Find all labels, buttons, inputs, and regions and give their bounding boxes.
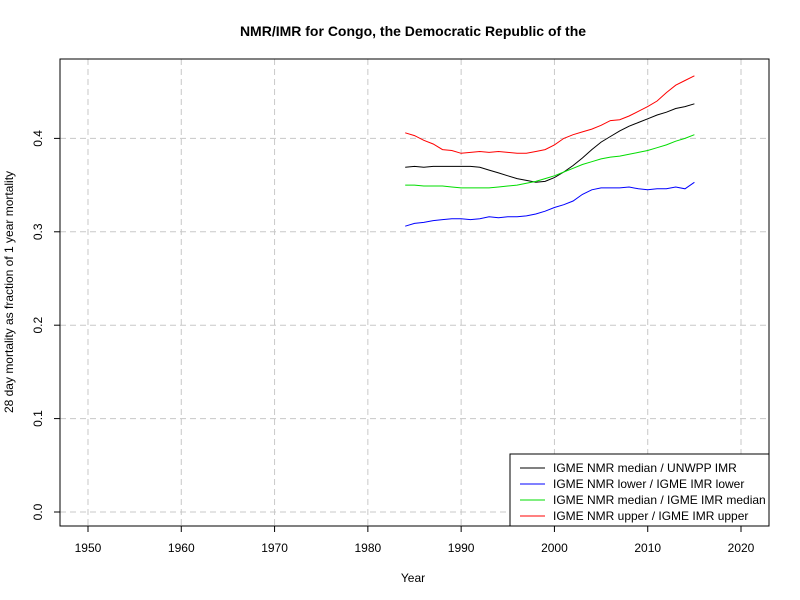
- x-tick-label: 2010: [634, 541, 661, 555]
- x-tick-label: 1970: [261, 541, 288, 555]
- y-axis-label: 28 day mortality as fraction of 1 year m…: [2, 171, 16, 413]
- x-tick-label: 1950: [75, 541, 102, 555]
- x-tick-label: 1980: [355, 541, 382, 555]
- x-tick-label: 2020: [728, 541, 755, 555]
- series-lines: [405, 75, 695, 227]
- series-line: [405, 75, 695, 154]
- y-tick-label: 0.1: [31, 410, 45, 427]
- legend-entry: IGME NMR median / UNWPP IMR: [553, 461, 737, 475]
- y-tick-label: 0.4: [31, 130, 45, 147]
- y-tick-label: 0.3: [31, 223, 45, 240]
- x-tick-label: 1990: [448, 541, 475, 555]
- y-axis: 0.0 0.1 0.2 0.3 0.4: [31, 130, 61, 520]
- x-tick-label: 2000: [541, 541, 568, 555]
- series-line: [405, 134, 695, 189]
- series-line: [405, 103, 695, 183]
- x-axis-label: Year: [401, 571, 425, 585]
- series-line: [405, 181, 695, 227]
- chart-title: NMR/IMR for Congo, the Democratic Republ…: [240, 23, 586, 39]
- legend-entry: IGME NMR lower / IGME IMR lower: [553, 477, 744, 491]
- y-tick-label: 0.0: [31, 503, 45, 520]
- legend-box: [509, 453, 770, 527]
- y-tick-label: 0.2: [31, 317, 45, 334]
- x-axis: 1950 1960 1970 1980 1990 2000 2010 2020: [75, 525, 755, 555]
- legend-entry: IGME NMR upper / IGME IMR upper: [553, 509, 748, 523]
- x-tick-label: 1960: [168, 541, 195, 555]
- legend-entry: IGME NMR median / IGME IMR median: [553, 493, 766, 507]
- legend: IGME NMR median / UNWPP IMR IGME NMR lowe…: [509, 453, 770, 527]
